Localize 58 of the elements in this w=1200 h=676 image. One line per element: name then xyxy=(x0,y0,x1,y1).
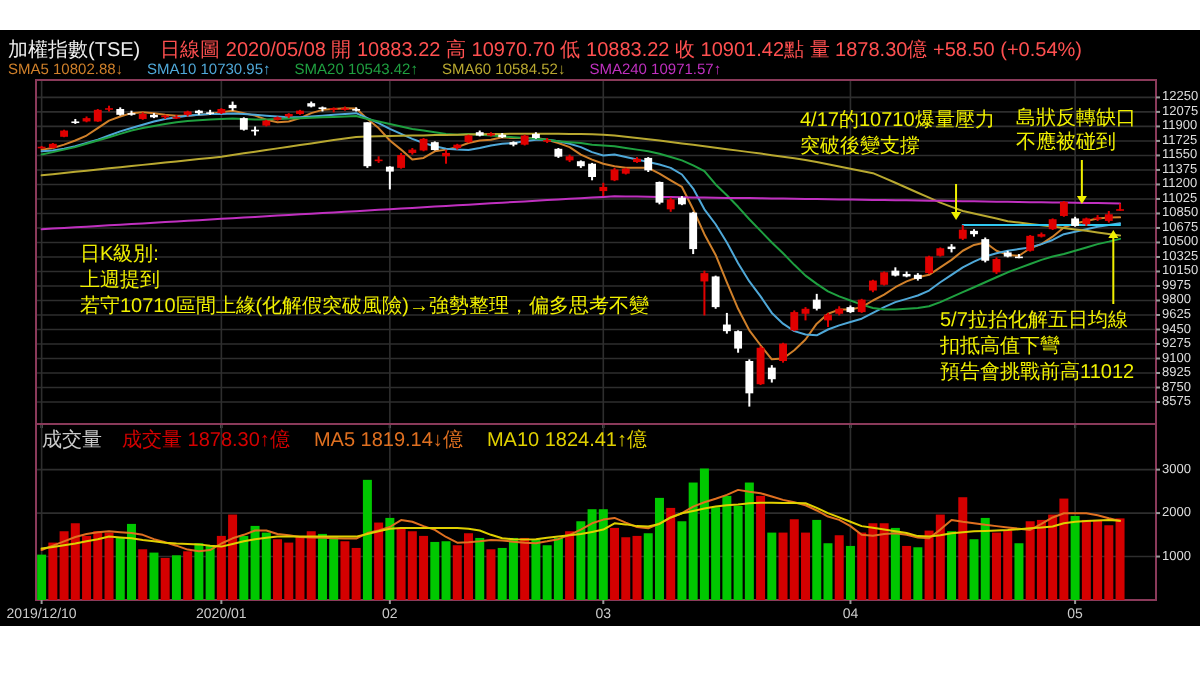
annotation: 若守10710區間上緣(化解假突破風險)→強勢整理，偏多思考不變 xyxy=(80,294,649,318)
text: 成交量 1878.30↑億 xyxy=(122,428,290,452)
text: MA10 1824.41↑億 xyxy=(486,428,647,452)
candlestick xyxy=(756,345,765,387)
candlestick xyxy=(363,121,372,169)
bar xyxy=(1014,543,1024,600)
annotation: 不應被碰到 xyxy=(1016,130,1116,154)
annotation: 4/17的10710爆量壓力 xyxy=(800,108,995,132)
candlestick xyxy=(689,210,698,256)
bar xyxy=(37,554,47,600)
bar xyxy=(475,537,485,600)
candlestick xyxy=(790,309,799,333)
bar xyxy=(756,495,766,600)
bar xyxy=(947,531,957,600)
bar xyxy=(902,545,912,600)
annotation: 扣抵高值下彎 xyxy=(938,334,1060,358)
bar xyxy=(149,552,159,600)
bar xyxy=(362,479,372,600)
bar xyxy=(834,535,844,600)
bar xyxy=(160,557,170,600)
text: MA5 1819.14↓億 xyxy=(313,428,463,452)
line-series xyxy=(40,195,1122,231)
bar xyxy=(138,549,148,600)
bar xyxy=(1070,515,1080,600)
bar xyxy=(374,522,384,600)
annotation: 上週提到 xyxy=(80,268,160,292)
bar xyxy=(565,531,575,600)
bar xyxy=(486,549,496,600)
chart-title: 加權指數(TSE) xyxy=(8,38,141,62)
annotation: 5/7拉抬化解五日均線 xyxy=(940,308,1128,332)
bar xyxy=(845,545,855,600)
bar xyxy=(183,551,193,600)
candlestick xyxy=(722,311,731,335)
candlestick xyxy=(711,274,720,310)
bar xyxy=(767,532,777,600)
candlestick xyxy=(745,358,754,408)
bar xyxy=(913,547,923,600)
line-series xyxy=(40,132,1122,237)
bar xyxy=(958,497,968,600)
candlestick xyxy=(734,329,743,354)
chart-title: 成交量 xyxy=(42,428,102,452)
annotation: 日K級別: xyxy=(80,244,159,266)
bar xyxy=(520,537,530,600)
line-series xyxy=(40,488,1122,553)
annotation: 島狀反轉缺口 xyxy=(1016,106,1136,130)
bar xyxy=(890,527,900,600)
bar xyxy=(666,507,676,600)
chart-subtitle: 日線圖 2020/05/08 開 10883.22 高 10970.70 低 10883.22 收 10901.42點 量 1878.30億 +58.50 (+0.54%) xyxy=(160,38,1082,62)
line-series xyxy=(40,501,1122,550)
annotation: 預告會挑戰前高11012 xyxy=(940,360,1136,384)
bar xyxy=(171,555,181,600)
annotation: 突破後變支撐 xyxy=(800,134,920,158)
bar xyxy=(385,517,395,600)
candlestick xyxy=(925,254,934,275)
candlestick xyxy=(700,269,709,317)
candlestick xyxy=(385,165,394,191)
candlestick xyxy=(779,341,787,364)
candlestick xyxy=(981,236,990,264)
